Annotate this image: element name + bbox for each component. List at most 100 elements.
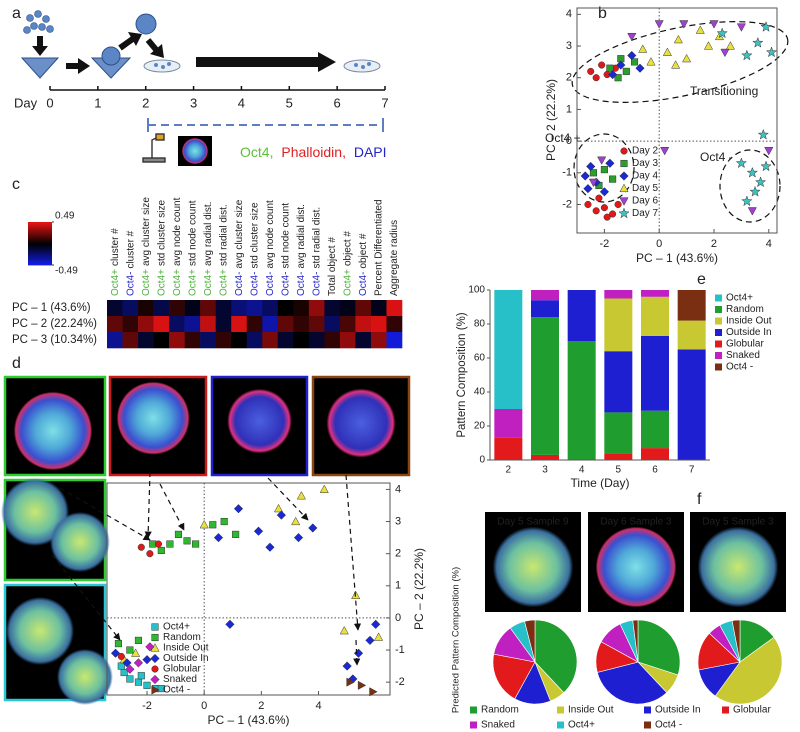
data-point	[703, 41, 714, 50]
bar-segment	[567, 290, 596, 341]
column-label-prefix: Oct4-	[125, 272, 136, 296]
heatmap-cell	[107, 332, 123, 349]
legend-marker	[151, 623, 159, 631]
data-point	[339, 625, 349, 635]
legend-label: Outside In	[163, 653, 209, 664]
legend-swatch	[715, 363, 722, 371]
cell-aggregate	[13, 391, 93, 471]
data-point	[673, 34, 683, 44]
heatmap-cell	[308, 300, 325, 317]
bar-segment	[567, 341, 596, 460]
heatmap-cell	[122, 316, 139, 333]
heatmap-cell	[386, 332, 403, 349]
stain-dapi: DAPI	[354, 144, 387, 160]
heatmap-cell	[277, 316, 294, 333]
pie-slice	[534, 619, 578, 694]
pie-slice	[731, 619, 741, 663]
colorbar-step	[28, 223, 52, 226]
pie-slice	[632, 619, 639, 663]
legend-swatch	[715, 340, 722, 348]
x-tick-label: 4	[315, 700, 321, 712]
y-tick-label: 2	[395, 548, 401, 560]
legend-swatch	[722, 706, 729, 714]
legend-marker	[151, 633, 159, 642]
data-point	[592, 207, 600, 215]
column-label-prefix: Oct4+	[218, 269, 229, 296]
data-point	[369, 687, 378, 697]
data-point	[199, 519, 209, 529]
bar-segment	[604, 351, 633, 413]
stain-oct4: Oct4,	[240, 144, 273, 160]
bar-segment	[641, 335, 669, 411]
column-label-text: std node count	[280, 203, 291, 269]
bar-segment	[677, 320, 706, 350]
panel-label: c	[12, 176, 20, 193]
y-tick-label: 3	[566, 40, 572, 52]
y-tick-label: 60	[474, 353, 486, 364]
data-point	[209, 521, 217, 529]
timeline-tick-label: 7	[381, 95, 388, 110]
heatmap-cell	[184, 316, 201, 333]
data-point	[126, 675, 134, 683]
data-point	[213, 532, 224, 543]
data-point	[598, 61, 606, 69]
heatmap-cell	[184, 300, 201, 317]
legend-label: Day 6	[632, 196, 659, 207]
data-point	[609, 210, 617, 218]
column-label: Oct4- cluster #	[125, 230, 136, 296]
column-label-text: avg radial dist.	[203, 202, 214, 266]
data-point	[353, 648, 364, 658]
legend-swatch	[644, 721, 651, 729]
legend-marker	[150, 674, 160, 685]
legend-marker	[150, 653, 160, 664]
heatmap-cell	[370, 332, 387, 349]
legend-label: Globular	[733, 705, 771, 716]
heatmap-cell	[107, 300, 123, 317]
heatmap-cell	[169, 300, 185, 317]
data-point	[709, 20, 719, 29]
data-point	[308, 523, 318, 533]
legend-label: Day 3	[632, 158, 659, 169]
data-point	[265, 542, 275, 552]
legend-label: Globular	[163, 664, 201, 675]
cell-aggregate	[326, 388, 396, 458]
bar-segment	[641, 410, 669, 449]
data-point	[365, 635, 375, 646]
bar-segment	[531, 300, 559, 318]
data-point	[232, 530, 240, 538]
cell-aggregate	[595, 526, 677, 608]
bar-segment	[604, 412, 633, 454]
colorbar-step	[28, 248, 52, 252]
pie-slice	[524, 619, 536, 663]
data-point	[586, 161, 596, 172]
legend-label: Oct4+	[163, 622, 190, 633]
heatmap-cell	[355, 300, 372, 317]
x-tick-label: 2	[258, 700, 264, 712]
heatmap-cell	[293, 316, 310, 333]
legend-swatch	[715, 317, 722, 325]
plot-frame	[576, 7, 778, 234]
bar-segment	[604, 290, 633, 299]
bar-segment	[531, 317, 559, 455]
y-tick-label: 40	[474, 387, 486, 398]
y-tick-label: 20	[474, 421, 486, 432]
heatmap-cell	[386, 316, 403, 333]
legend-label: Day 7	[632, 208, 659, 219]
heatmap-cell	[308, 316, 325, 333]
heatmap-cell	[355, 316, 372, 333]
legend-label: Random	[163, 632, 201, 643]
data-point	[293, 532, 304, 543]
data-point	[760, 160, 772, 172]
column-label-prefix: Oct4-	[358, 272, 369, 296]
colorbar-step	[28, 225, 52, 228]
data-point	[606, 64, 614, 72]
timeline-tick-label: 0	[46, 95, 53, 110]
column-label-text: cluster #	[125, 230, 136, 268]
x-axis-label: PC – 1 (43.6%)	[207, 713, 289, 727]
timeline-icons	[20, 10, 384, 166]
data-point	[589, 169, 597, 177]
y-tick-label: 0	[479, 455, 485, 466]
heatmap-cell	[107, 316, 123, 333]
cell-aggregate	[697, 526, 779, 608]
